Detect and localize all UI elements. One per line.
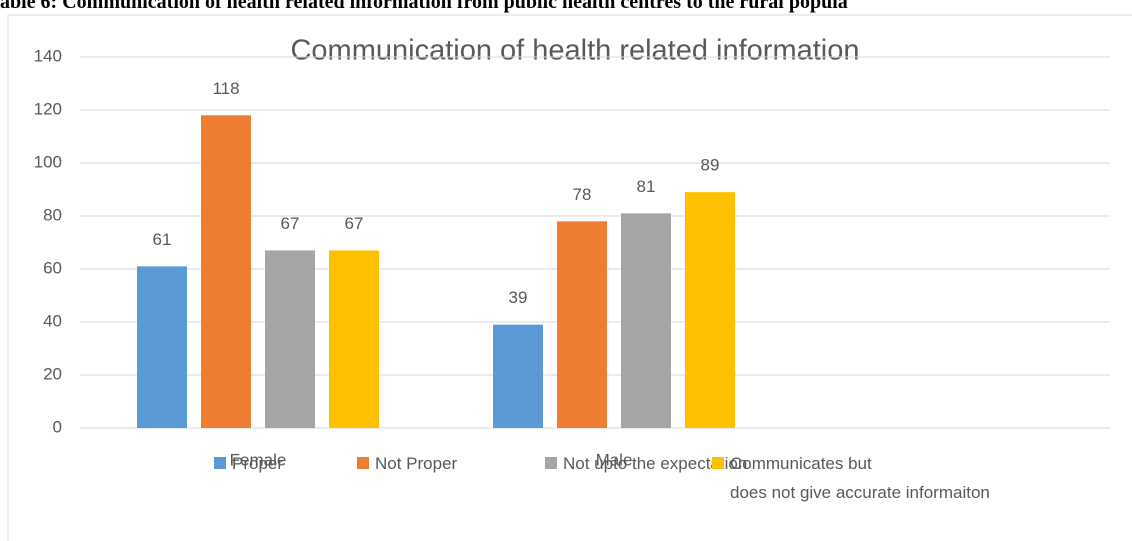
- x-tick-label: Male: [596, 450, 633, 469]
- legend-item: Not Proper: [357, 449, 457, 478]
- bar: [329, 250, 379, 428]
- data-label: 61: [153, 230, 172, 249]
- legend-swatch: [545, 457, 557, 469]
- bar: [265, 250, 315, 428]
- bar: [493, 324, 543, 428]
- legend-label: Proper: [232, 454, 284, 473]
- legend-label: Not Proper: [375, 454, 458, 473]
- chart-title: Communication of health related informat…: [290, 35, 859, 67]
- data-label: 78: [573, 185, 592, 204]
- y-tick-label: 80: [43, 205, 62, 224]
- data-label: 89: [701, 156, 720, 175]
- legend-item: Not upto the expectation: [545, 449, 747, 478]
- bar: [137, 266, 187, 428]
- y-tick-label: 20: [43, 364, 62, 383]
- legend-item: Communicates but does not give accurate …: [712, 449, 990, 507]
- y-tick-label: 140: [34, 46, 62, 65]
- legend-swatch: [214, 457, 226, 469]
- y-tick-label: 100: [34, 152, 62, 171]
- y-tick-label: 120: [34, 99, 62, 118]
- bar: [201, 115, 251, 429]
- data-label: 118: [212, 79, 239, 98]
- chart-border: [7, 14, 1132, 541]
- bar: [557, 221, 607, 428]
- data-label: 81: [637, 177, 656, 196]
- data-label: 67: [345, 214, 364, 233]
- data-label: 39: [509, 288, 528, 307]
- y-tick-label: 60: [43, 258, 62, 277]
- legend-label: Not upto the expectation: [563, 454, 748, 473]
- legend-swatch: [357, 457, 369, 469]
- heading: able 6: Communication of health related …: [0, 0, 848, 13]
- bar: [685, 192, 735, 428]
- y-tick-label: 40: [43, 311, 62, 330]
- data-label: 67: [281, 214, 300, 233]
- legend-swatch: [712, 457, 724, 469]
- y-tick-label: 0: [53, 417, 62, 436]
- legend-item: Proper: [214, 449, 283, 478]
- bar: [621, 213, 671, 428]
- x-tick-label: Female: [230, 450, 287, 469]
- legend-label: Communicates but does not give accurate …: [730, 454, 990, 502]
